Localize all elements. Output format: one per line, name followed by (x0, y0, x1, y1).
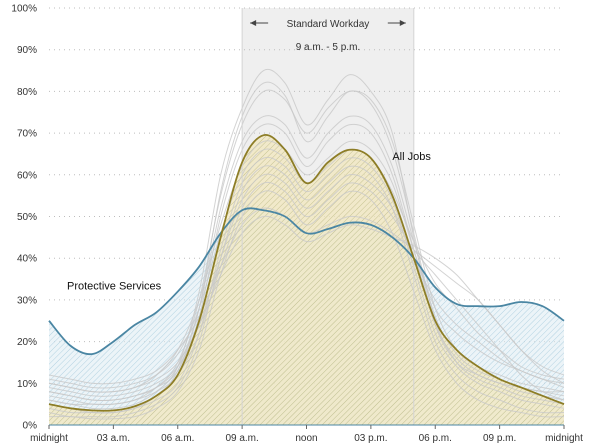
workday-arrow-left-head (250, 20, 257, 26)
occupation-line (48, 81, 565, 414)
x-tick-label: 03 a.m. (97, 433, 130, 444)
occupation-line (48, 215, 565, 393)
workday-band-subtitle: 9 a.m. - 5 p.m. (296, 42, 360, 53)
occupation-line (48, 181, 565, 405)
all-jobs-label: All Jobs (392, 151, 431, 163)
x-tick-label: 06 p.m. (419, 433, 452, 444)
workday-arrow-right-head (399, 20, 406, 26)
all-jobs-area-hatch (49, 134, 564, 425)
occupation-line (48, 190, 565, 420)
y-tick-label: 100% (11, 4, 37, 15)
workday-band-title: Standard Workday (287, 19, 370, 30)
y-tick-label: 50% (17, 212, 37, 223)
y-tick-label: 20% (17, 337, 37, 348)
y-tick-label: 70% (17, 129, 37, 140)
occupation-line (48, 165, 565, 418)
y-tick-label: 10% (17, 379, 37, 390)
y-tick-label: 60% (17, 170, 37, 181)
y-tick-label: 0% (23, 421, 38, 432)
occupation-line (48, 123, 565, 402)
x-tick-label: midnight (30, 433, 68, 444)
y-axis-ticks: 0% 10% 20% 30% 40% 50% 60% 70% 80% 90% 100% (11, 4, 37, 432)
workday-band-label: Standard Workday 9 a.m. - 5 p.m. (250, 19, 406, 53)
occupation-line (48, 173, 565, 397)
other-occupation-lines (48, 68, 565, 420)
all-jobs-line (48, 133, 565, 412)
x-tick-label: 09 p.m. (483, 433, 516, 444)
x-tick-label: 03 p.m. (354, 433, 387, 444)
protective-services-label: Protective Services (67, 280, 162, 292)
y-tick-label: 80% (17, 87, 37, 98)
y-tick-label: 30% (17, 295, 37, 306)
x-tick-label: 09 a.m. (225, 433, 258, 444)
protective-services-line (48, 207, 565, 356)
x-tick-label: 06 a.m. (161, 433, 194, 444)
y-tick-label: 40% (17, 254, 37, 265)
x-tick-label: midnight (545, 433, 583, 444)
x-axis-ticks: midnight 03 a.m. 06 a.m. 09 a.m. noon 03 p.m.… (30, 425, 583, 444)
y-tick-label: 90% (17, 45, 37, 56)
x-tick-label: noon (295, 433, 317, 444)
